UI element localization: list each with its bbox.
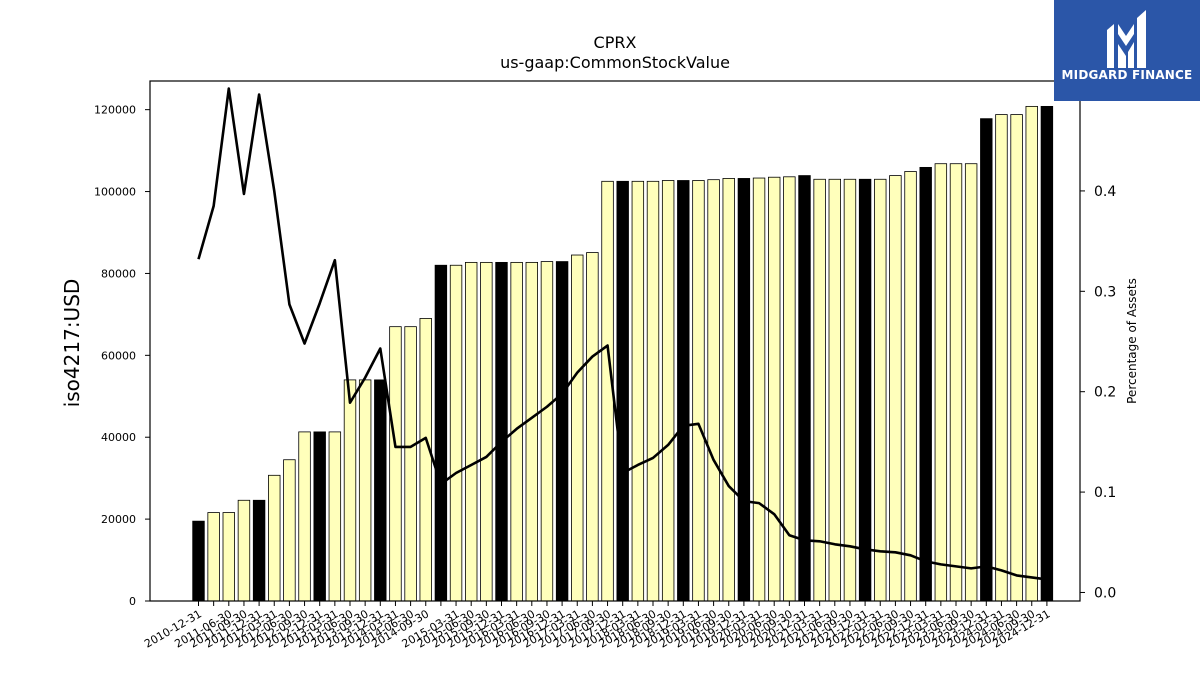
right-tick-label: 0.2 <box>1094 385 1116 401</box>
bar-2014-06-30 <box>404 326 417 602</box>
logo-text: MIDGARD FINANCE <box>1061 68 1193 82</box>
chart-title: CPRX <box>594 33 637 52</box>
bar-2012-06-30 <box>283 459 296 602</box>
bar-2013-03-31 <box>328 431 342 602</box>
bar-2023-03-31 <box>934 163 948 602</box>
bar-2018-06-30 <box>646 180 660 602</box>
bar-2017-09-30 <box>601 180 614 602</box>
right-tick-label: 0.4 <box>1094 184 1116 200</box>
bar-2011-06-30 <box>222 512 236 602</box>
bar-2021-06-30 <box>828 178 842 602</box>
bar-2022-03-31 <box>874 178 887 602</box>
right-tick-label: 0.1 <box>1094 485 1116 501</box>
bar-2016-12-31 <box>555 261 569 602</box>
bar-2018-09-30 <box>661 180 675 602</box>
right-tick-label: 0.0 <box>1094 585 1116 601</box>
bar-2017-12-31 <box>616 180 629 602</box>
left-tick-label: 0 <box>129 595 136 608</box>
bar-2015-03-31 <box>449 264 463 602</box>
bar-2015-12-31 <box>495 261 508 602</box>
bar-2011-12-31 <box>252 499 266 602</box>
left-tick-label: 120000 <box>94 104 136 117</box>
left-tick-label: 60000 <box>101 349 136 362</box>
left-tick-label: 100000 <box>94 186 136 199</box>
bar-2024-09-30 <box>1025 105 1038 602</box>
bar-2022-09-30 <box>904 171 917 602</box>
bar-2017-06-30 <box>586 252 599 602</box>
bar-2024-03-31 <box>995 114 1008 602</box>
bar-2013-09-30 <box>358 379 372 602</box>
bar-group <box>192 105 1054 602</box>
bar-2021-03-31 <box>813 178 826 602</box>
bar-2011-09-30 <box>237 499 251 602</box>
left-tick-label: 40000 <box>101 431 136 444</box>
bar-2019-09-30 <box>722 178 735 602</box>
bar-2022-12-31 <box>919 166 932 602</box>
bar-2014-03-31 <box>389 326 402 602</box>
right-axis: 0.00.10.20.30.40.5 <box>1080 84 1116 601</box>
bar-2014-09-30 <box>419 318 432 602</box>
bar-2023-06-30 <box>949 163 963 602</box>
bar-2012-12-31 <box>313 431 326 602</box>
x-axis: 2010-12-312011-06-302011-09-302011-12-31… <box>142 601 1052 651</box>
percentage-line <box>197 87 1048 581</box>
left-tick-label: 80000 <box>101 267 136 280</box>
bar-2020-06-30 <box>768 176 781 602</box>
bar-2022-06-30 <box>889 175 902 602</box>
bar-2013-12-31 <box>374 379 387 602</box>
bar-2024-12-31 <box>1040 105 1054 602</box>
left-axis: 0 20000 40000 60000 80000 100000 120000 <box>94 104 150 608</box>
midgard-finance-logo: MIDGARD FINANCE <box>1054 0 1200 101</box>
bar-2011-03-31 <box>207 512 220 602</box>
line-group <box>197 87 1048 581</box>
bar-2015-06-30 <box>464 261 478 602</box>
bar-2012-03-31 <box>268 474 281 602</box>
bar-2018-03-31 <box>631 180 645 602</box>
bar-2019-12-31 <box>737 178 751 602</box>
y-axis-label: iso4217:USD <box>60 279 84 408</box>
y2-axis-label: Percentage of Assets <box>1125 278 1139 404</box>
plot-frame <box>149 80 1081 602</box>
bar-2016-09-30 <box>540 261 554 602</box>
bar-2010-12-31 <box>192 520 205 602</box>
bar-2018-12-31 <box>677 180 690 602</box>
right-tick-label: 0.3 <box>1094 284 1116 300</box>
bar-2024-06-30 <box>1010 114 1023 602</box>
bar-2023-12-31 <box>980 118 993 602</box>
bar-2017-03-31 <box>571 254 584 602</box>
bar-2020-03-31 <box>752 177 766 602</box>
bar-2023-09-30 <box>964 163 978 602</box>
left-tick-label: 20000 <box>101 513 136 526</box>
bar-2014-12-31 <box>434 264 448 602</box>
bar-2021-12-31 <box>858 178 872 602</box>
bar-2015-09-30 <box>480 261 493 602</box>
bar-2012-09-30 <box>298 431 311 602</box>
bar-2021-09-30 <box>843 178 857 602</box>
bar-2016-06-30 <box>525 261 539 602</box>
bar-2019-06-30 <box>707 179 720 602</box>
bar-2013-06-30 <box>343 379 357 602</box>
bar-2020-12-31 <box>798 175 811 602</box>
chart-subtitle: us-gaap:CommonStockValue <box>500 53 730 72</box>
bar-2019-03-31 <box>692 180 705 602</box>
logo-mark-icon <box>1107 10 1146 68</box>
